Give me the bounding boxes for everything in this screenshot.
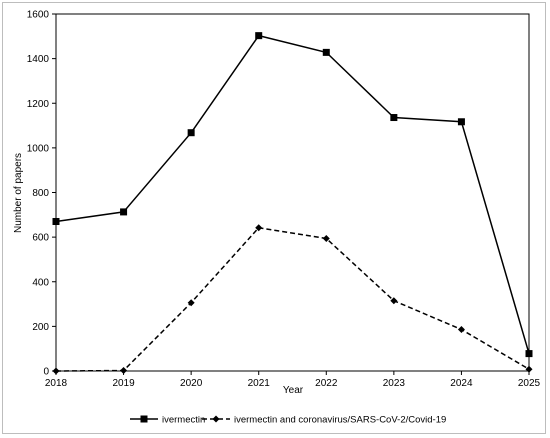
chart-frame [2,2,546,434]
y-axis-label: Number of papers [13,153,24,233]
series-1-point [390,114,398,122]
y-tick-label: 600 [32,233,49,244]
x-tick-label: 2024 [450,378,473,389]
series-1-point [457,118,465,126]
x-axis-label: Year [283,385,304,396]
series-2-point [390,297,398,305]
legend-marker-2 [212,415,220,423]
series-1-point [322,48,330,56]
series-1-point [187,129,195,137]
series-1-point [255,32,263,40]
series-2-point [187,299,195,307]
y-tick-label: 800 [32,188,49,199]
x-tick-label: 2023 [383,378,406,389]
plot-area-border [55,13,530,372]
series-2-point [322,234,330,242]
x-tick-label: 2022 [315,378,338,389]
x-tick-label: 2021 [248,378,271,389]
y-tick-label: 0 [43,367,49,378]
chart-axes: 0 200 400 600 800 1000 1200 1400 1600 2018 2019 202… [27,10,541,390]
x-tick-label: 2020 [180,378,203,389]
series-2-point [52,367,60,375]
y-tick-label: 400 [32,277,49,288]
x-tick-label: 2018 [45,378,68,389]
series-2-point [525,365,533,373]
y-tick-label: 200 [32,322,49,333]
legend-label-1: ivermectin [162,415,205,426]
y-tick-label: 1400 [27,54,50,65]
x-tick-label: 2019 [112,378,135,389]
y-tick-label: 1000 [27,143,50,154]
legend-label-2: ivermectin and coronavirus/SARS-CoV-2/Co… [234,415,446,426]
series-line-2 [55,226,530,372]
series-2-point [457,325,465,333]
series-2-point [255,224,263,232]
series-1-point [120,208,128,216]
series-layer [52,32,533,375]
series-1-point [52,218,60,226]
x-tick-label: 2025 [518,378,541,389]
series-line-1 [55,34,530,354]
y-tick-label: 1600 [27,10,50,21]
legend: ivermectin ivermectin and coronavirus/SAR… [130,415,446,426]
series-1-point [525,350,533,358]
legend-marker-1 [140,415,148,423]
series-2-point [120,367,128,375]
y-tick-label: 1200 [27,99,50,110]
